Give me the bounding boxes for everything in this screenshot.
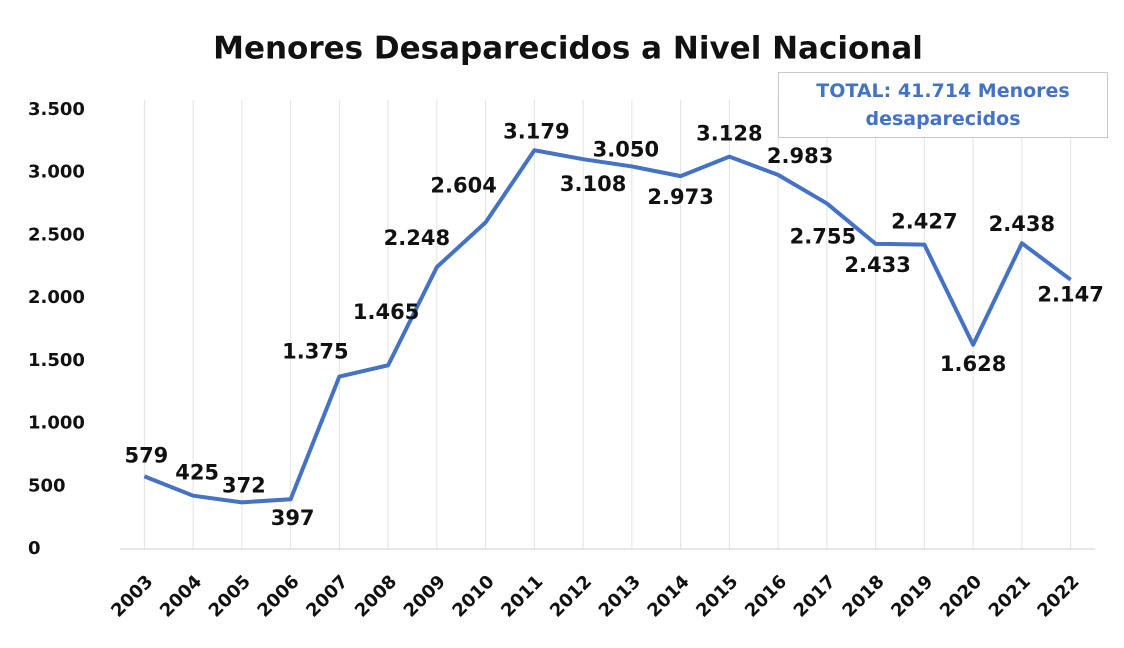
data-label: 397 [271, 506, 315, 530]
data-label: 3.108 [560, 172, 626, 196]
x-tick-label: 2015 [692, 571, 742, 621]
y-tick-label: 1.500 [28, 350, 85, 371]
data-label: 2.983 [767, 144, 833, 168]
x-tick-label: 2004 [156, 571, 206, 621]
y-tick-label: 3.500 [28, 99, 85, 120]
data-label: 2.248 [384, 226, 450, 250]
data-label: 2.604 [430, 173, 496, 197]
data-label: 3.050 [593, 137, 659, 161]
x-tick-label: 2009 [400, 571, 450, 621]
data-label: 1.628 [940, 352, 1006, 376]
x-tick-label: 2010 [448, 571, 498, 621]
data-label: 425 [175, 461, 219, 485]
data-label: 2.427 [891, 210, 957, 234]
x-tick-label: 2007 [302, 571, 352, 621]
data-label: 2.438 [989, 212, 1055, 236]
data-label: 579 [124, 443, 168, 467]
x-tick-label: 2013 [595, 571, 645, 621]
chart-title: Menores Desaparecidos a Nivel Nacional [213, 31, 923, 67]
y-tick-label: 2.000 [28, 287, 85, 308]
x-tick-label: 2003 [107, 571, 157, 621]
data-label: 2.973 [647, 185, 713, 209]
x-tick-label: 2019 [887, 571, 937, 621]
annotation: TOTAL: 41.714 Menores desaparecidos [778, 72, 1108, 138]
x-tick-label: 2022 [1033, 571, 1083, 621]
data-line [143, 148, 1072, 505]
x-tick-label: 2018 [838, 571, 888, 621]
data-label: 2.433 [844, 253, 910, 277]
y-tick-label: 3.000 [28, 162, 85, 183]
x-tick-label: 2012 [546, 571, 596, 621]
x-tick-label: 2017 [790, 571, 840, 621]
x-tick-label: 2006 [253, 571, 303, 621]
data-label: 3.128 [696, 122, 762, 146]
data-label: 372 [222, 473, 266, 497]
data-label: 2.147 [1037, 283, 1103, 307]
x-tick-label: 2021 [985, 571, 1035, 621]
data-label: 1.465 [353, 300, 419, 324]
data-label: 3.179 [503, 119, 569, 143]
y-tick-label: 1.000 [28, 413, 85, 434]
x-tick-label: 2014 [643, 571, 693, 621]
y-tick-label: 500 [28, 475, 66, 496]
x-tick-label: 2005 [205, 571, 255, 621]
x-tick-label: 2011 [497, 571, 547, 621]
data-label: 1.375 [282, 340, 348, 364]
data-label: 2.755 [790, 224, 856, 248]
y-tick-label: 2.500 [28, 224, 85, 245]
x-tick-label: 2008 [351, 571, 401, 621]
x-tick-label: 2016 [741, 571, 791, 621]
x-tick-label: 2020 [936, 571, 986, 621]
y-tick-label: 0 [28, 538, 41, 559]
